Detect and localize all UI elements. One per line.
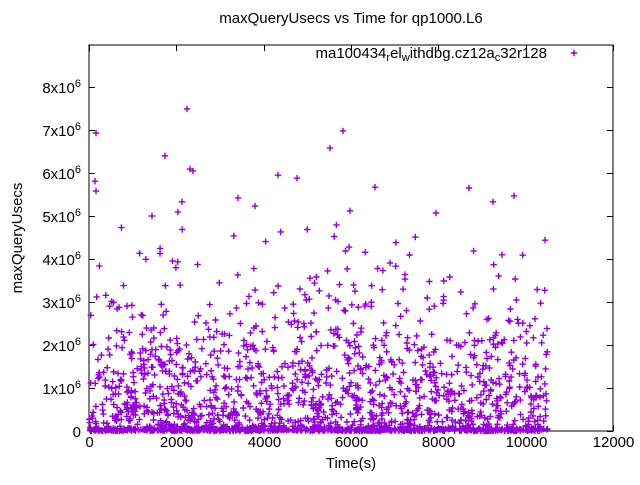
y-tick-label: 7x106 — [42, 121, 81, 140]
y-tick-label: 0 — [73, 424, 81, 441]
x-tick-label: 0 — [85, 434, 93, 451]
y-tick-label: 6x106 — [42, 164, 81, 183]
x-axis-label: Time(s) — [326, 455, 376, 472]
y-tick-label: 4x106 — [42, 250, 81, 269]
legend: ma100434relwithdbg.cz12ac32r128 — [315, 45, 578, 64]
x-tick-label: 10000 — [506, 434, 548, 451]
x-tick-label: 12000 — [593, 434, 635, 451]
x-tick-label: 2000 — [160, 434, 193, 451]
y-tick-label: 2x106 — [42, 336, 81, 355]
axes: 0 2000 4000 6000 8000 10000 12000 0 1x106 2x106 3x… — [42, 44, 635, 451]
legend-label: ma100434relwithdbg.cz12ac32r128 — [315, 45, 547, 64]
chart-title: maxQueryUsecs vs Time for qp1000.L6 — [219, 10, 482, 27]
y-tick-label: 1x106 — [42, 379, 81, 398]
data-points — [85, 105, 551, 435]
y-axis-label: maxQueryUsecs — [9, 183, 26, 294]
legend-marker-icon — [570, 49, 578, 57]
y-tick-label: 5x106 — [42, 207, 81, 226]
x-tick-label: 8000 — [422, 434, 455, 451]
scatter-points — [85, 105, 551, 435]
x-tick-label: 6000 — [335, 434, 368, 451]
y-tick-label: 8x106 — [42, 78, 81, 97]
x-tick-label: 4000 — [248, 434, 281, 451]
y-tick-label: 3x106 — [42, 293, 81, 312]
